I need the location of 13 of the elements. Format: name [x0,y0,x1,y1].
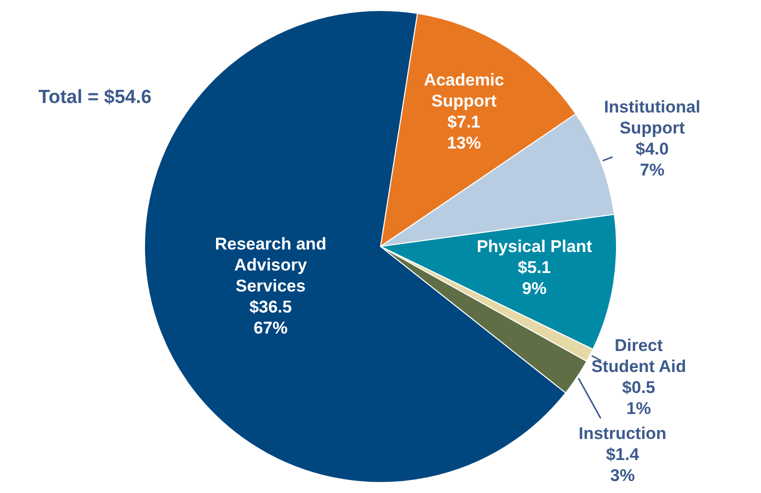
slice-label: Institutional Support [604,98,700,138]
data-label: $0.5 1% [622,378,656,418]
data-label: $5.1 9% [518,258,551,298]
data-label: $7.1 13% [446,112,481,152]
slice-label: Direct Student Aid [591,336,686,376]
slice-label: Academic Support [424,70,504,110]
slice-label: Physical Plant [476,236,592,256]
slice-label: Research and Advisory Services [214,234,326,296]
data-label: $4.0 7% [636,140,669,180]
slice-label: Instruction [578,424,666,444]
data-label: $1.4 3% [606,445,640,486]
data-label: $36.5 67% [249,297,292,338]
text: Total = $54.6 [38,87,152,108]
